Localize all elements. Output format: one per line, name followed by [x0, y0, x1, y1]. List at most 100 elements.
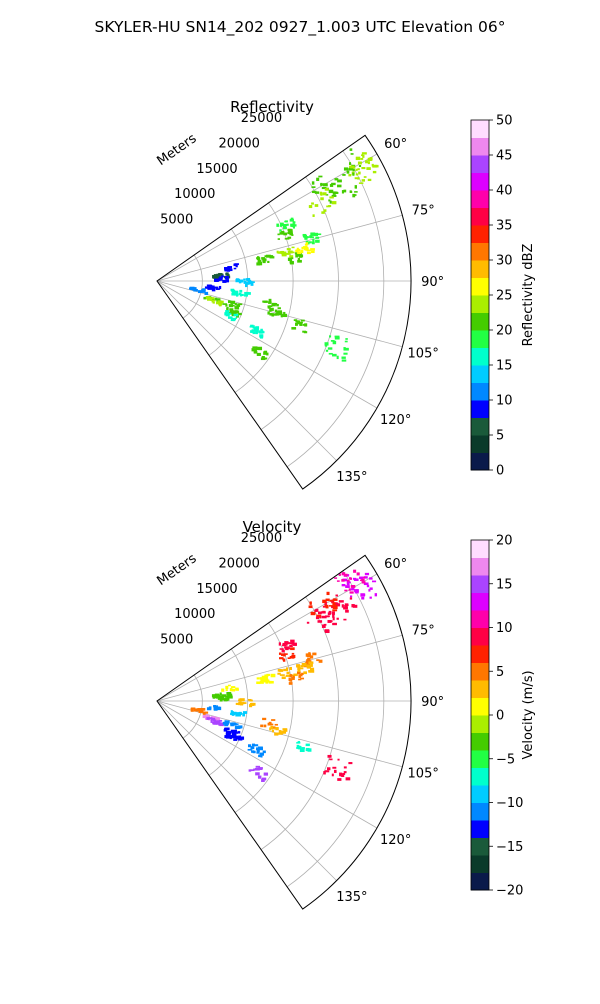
- echo-pixel: [271, 719, 275, 721]
- echo-pixel: [245, 278, 250, 280]
- echo-pixel: [220, 301, 224, 304]
- echo-pixel: [233, 264, 236, 267]
- echo-pixel: [290, 647, 295, 650]
- echo-pixel: [290, 261, 294, 264]
- echo-pixel: [291, 252, 295, 254]
- echo-pixel: [337, 759, 339, 761]
- echo-pixel: [334, 605, 338, 607]
- echo-pixel: [325, 342, 329, 345]
- range-tick-label: 15000: [196, 582, 237, 597]
- echo-pixel: [240, 702, 243, 705]
- echo-pixel: [322, 600, 326, 603]
- range-ring: [287, 571, 384, 887]
- reflectivity-panel: Reflectivity500010000150002000025000Mete…: [154, 98, 536, 489]
- echo-pixel: [320, 183, 322, 186]
- colorbar-swatch: [471, 820, 489, 838]
- colorbar-swatch: [471, 575, 489, 593]
- echo-pixel: [357, 168, 359, 170]
- colorbar-swatch: [471, 698, 489, 716]
- echo-pixel: [235, 726, 238, 729]
- colorbar-tick-label: 50: [496, 114, 513, 129]
- echo-pixel: [250, 746, 253, 749]
- echo-pixel: [368, 179, 372, 181]
- echo-pixel: [350, 591, 354, 593]
- echo-pixel: [282, 650, 285, 653]
- echo-pixel: [345, 585, 350, 588]
- echo-pixel: [200, 708, 205, 711]
- echo-pixel: [231, 722, 235, 725]
- colorbar-swatch: [471, 540, 489, 558]
- range-axis-label: Meters: [154, 551, 199, 589]
- echo-pixel: [310, 248, 315, 251]
- echo-pixel: [230, 310, 234, 312]
- echo-pixel: [341, 357, 345, 359]
- echo-pixel: [337, 356, 339, 359]
- azimuth-tick-label: 90°: [421, 695, 444, 710]
- echo-pixel: [332, 774, 334, 777]
- echo-pixel: [276, 224, 279, 227]
- azimuth-tick-label: 105°: [408, 766, 439, 781]
- echo-pixel: [280, 648, 284, 650]
- echo-pixel: [343, 353, 347, 355]
- echo-cell: [191, 707, 208, 714]
- echo-pixel: [285, 646, 289, 648]
- azimuth-tick-label: 135°: [336, 470, 367, 485]
- echo-pixel: [337, 580, 340, 582]
- azimuth-spoke: [157, 281, 337, 461]
- echo-cell: [222, 300, 242, 309]
- echo-pixel: [269, 305, 273, 307]
- echo-pixel: [300, 749, 305, 752]
- echo-pixel: [289, 682, 293, 685]
- echo-pixel: [300, 674, 303, 676]
- echo-pixel: [342, 584, 346, 586]
- echo-pixel: [344, 605, 348, 608]
- echo-pixel: [311, 612, 316, 615]
- echo-cell: [256, 255, 274, 266]
- range-tick-label: 20000: [219, 136, 260, 151]
- echo-pixel: [255, 326, 259, 329]
- azimuth-tick-label: 105°: [408, 346, 439, 361]
- echo-pixel: [310, 236, 314, 238]
- echo-pixel: [362, 155, 364, 158]
- echo-pixel: [251, 703, 256, 706]
- echo-pixel: [235, 689, 239, 691]
- echo-pixel: [343, 619, 346, 621]
- echo-pixel: [225, 276, 229, 279]
- colorbar-tick-label: 40: [496, 184, 513, 199]
- echo-pixel: [375, 593, 377, 596]
- echo-pixel: [263, 351, 267, 354]
- velocity-panel: Velocity 5000 10000 15000 20000 25000 Meters 60…: [154, 518, 536, 909]
- echo-pixel: [249, 281, 253, 284]
- echo-pixel: [282, 676, 286, 679]
- echo-pixel: [264, 773, 268, 776]
- echo-pixel: [360, 158, 363, 160]
- echo-pixel: [285, 648, 288, 650]
- echo-pixel: [237, 731, 240, 733]
- echo-pixel: [323, 771, 326, 774]
- azimuth-spoke: [157, 701, 337, 881]
- echo-pixel: [284, 221, 287, 223]
- echo-pixel: [311, 186, 315, 188]
- echo-cell: [206, 296, 224, 306]
- echo-pixel: [367, 585, 369, 587]
- azimuth-spoke: [157, 281, 377, 408]
- echo-pixel: [207, 297, 211, 300]
- echo-pixel: [337, 618, 339, 620]
- echo-pixel: [211, 720, 213, 723]
- colorbar-label: Velocity (m/s): [521, 670, 536, 759]
- echo-pixel: [306, 653, 310, 656]
- echo-pixel: [252, 346, 257, 348]
- echo-cell: [236, 698, 256, 707]
- echo-pixel: [236, 279, 239, 281]
- echo-pixel: [255, 768, 260, 771]
- echo-pixel: [216, 288, 220, 290]
- echo-pixel: [300, 665, 303, 667]
- colorbar-swatch: [471, 558, 489, 576]
- echo-pixel: [237, 725, 242, 728]
- echo-pixel: [295, 320, 299, 322]
- echo-pixel: [328, 347, 333, 349]
- echo-pixel: [362, 581, 366, 583]
- echo-pixel: [203, 712, 208, 714]
- echo-pixel: [218, 722, 223, 725]
- echo-pixel: [258, 776, 261, 779]
